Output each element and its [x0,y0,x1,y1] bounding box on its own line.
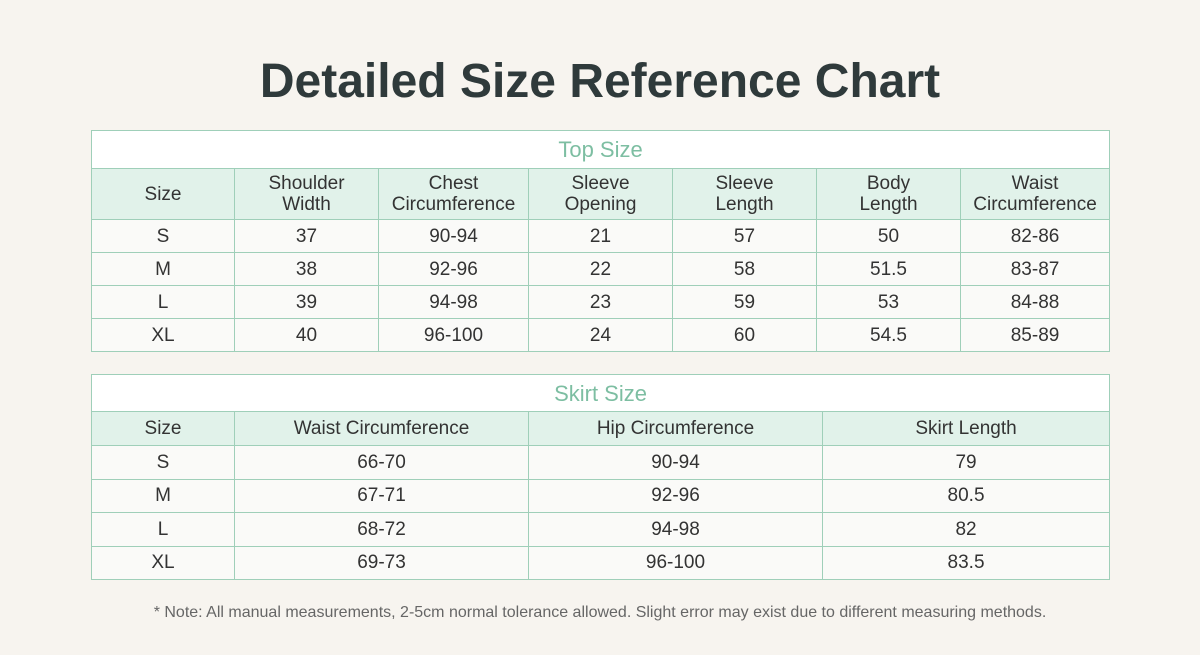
cell: 54.5 [816,318,961,352]
caption-row: Skirt Size [90,374,1111,412]
cell: 96-100 [378,318,529,352]
cell: 68-72 [234,512,529,547]
cell: 66-70 [234,445,529,480]
header-cell: Hip Circumference [528,411,823,446]
cell: 59 [672,285,817,319]
cell: 94-98 [378,285,529,319]
cell: 37 [234,219,379,253]
cell: L [91,285,235,319]
cell: 84-88 [959,285,1111,319]
skirt-size-table: Skirt Size Size Waist Circumference Hip Cir… [90,374,1111,580]
cell: L [91,512,235,547]
cell: S [91,445,235,480]
cell: 85-89 [959,318,1111,352]
data-row: M 67-71 92-96 80.5 [91,478,1111,513]
header-cell: Skirt Length [821,411,1111,446]
title: Detailed Size Reference Chart [259,55,941,108]
cell: 21 [528,219,673,253]
header-cell: Chest Circumference [378,168,529,220]
cell: 60 [672,318,817,352]
cell: 82-86 [959,219,1111,253]
cell: 96-100 [528,545,823,580]
data-row: M 38 92-96 22 58 51.5 83-87 [91,252,1111,286]
header-cell: Waist Circumference [234,411,529,446]
data-row: S 37 90-94 21 57 50 82-86 [91,219,1111,253]
cell: XL [91,318,235,352]
data-row: XL 69-73 96-100 83.5 [91,545,1111,580]
header-cell: Size [91,411,235,446]
cell: M [91,252,235,286]
cell: 67-71 [234,478,529,513]
cell: 50 [816,219,961,253]
cell: 23 [528,285,673,319]
header-cell: Sleeve Length [672,168,817,220]
cell: 51.5 [816,252,961,286]
cell: 94-98 [528,512,823,547]
top-size-table: Top Size Size Shoulder Width Chest Circumfe… [90,130,1111,352]
cell: S [91,219,235,253]
cell: 58 [672,252,817,286]
table-caption: Top Size [90,130,1111,169]
header-row: Size Waist Circumference Hip Circumference… [91,411,1111,446]
header-cell: Waist Circumference [959,168,1111,220]
caption-row: Top Size [90,130,1111,169]
cell: 79 [821,445,1111,480]
data-row: S 66-70 90-94 79 [91,445,1111,480]
header-cell: Size [91,168,235,220]
cell: M [91,478,235,513]
cell: 53 [816,285,961,319]
cell: 40 [234,318,379,352]
header-cell: Sleeve Opening [528,168,673,220]
cell: 80.5 [821,478,1111,513]
header-row: Size Shoulder Width Chest Circumference Sle… [91,168,1111,220]
cell: 38 [234,252,379,286]
cell: 22 [528,252,673,286]
cell: 92-96 [378,252,529,286]
header-cell: Shoulder Width [234,168,379,220]
data-row: L 39 94-98 23 59 53 84-88 [91,285,1111,319]
cell: 57 [672,219,817,253]
note: * Note: All manual measurements, 2-5cm n… [153,604,1047,621]
cell: 90-94 [528,445,823,480]
cell: 82 [821,512,1111,547]
cell: 92-96 [528,478,823,513]
cell: 39 [234,285,379,319]
cell: 90-94 [378,219,529,253]
data-row: L 68-72 94-98 82 [91,512,1111,547]
cell: 69-73 [234,545,529,580]
table-caption: Skirt Size [90,374,1111,412]
cell: 83-87 [959,252,1111,286]
cell: 24 [528,318,673,352]
data-row: XL 40 96-100 24 60 54.5 85-89 [91,318,1111,352]
header-cell: Body Length [816,168,961,220]
cell: XL [91,545,235,580]
cell: 83.5 [821,545,1111,580]
